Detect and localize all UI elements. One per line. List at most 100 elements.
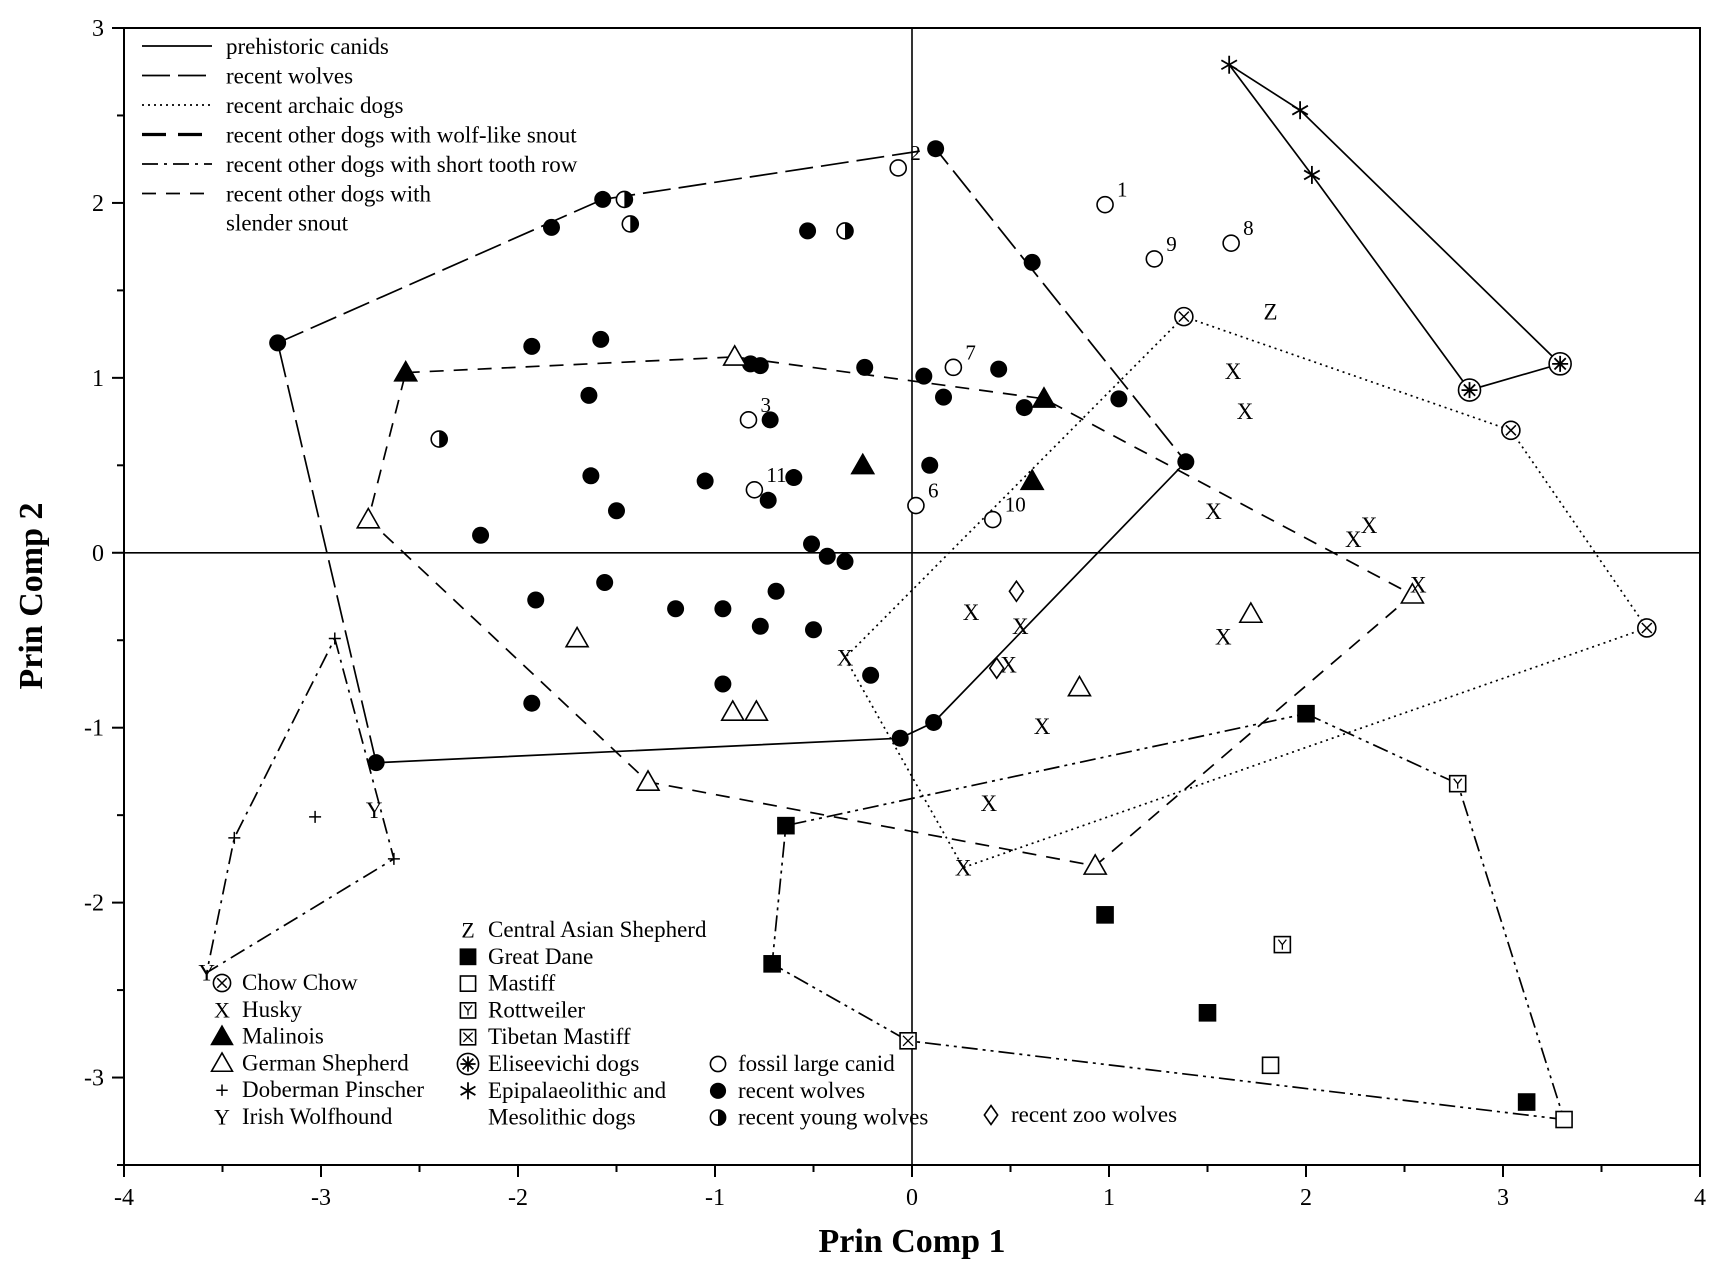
circle-filled-mark	[856, 358, 874, 376]
marker-circle-filled	[472, 526, 490, 544]
legend-marker-label: Chow Chow	[242, 970, 358, 995]
circle-filled-mark	[761, 411, 779, 429]
circle-x-cross	[1641, 622, 1653, 634]
marker-plus	[309, 810, 322, 823]
x-tick-label: 3	[1497, 1185, 1509, 1211]
marker-X: X	[1215, 625, 1232, 650]
letter-mark: X	[1215, 625, 1232, 650]
marker-diamond-open	[983, 1104, 999, 1126]
marker-circle-open	[1222, 234, 1240, 252]
legend-marker-label: Doberman Pinscher	[242, 1077, 424, 1102]
marker-asterisk	[1291, 101, 1309, 120]
marker-circle-filled	[1023, 253, 1041, 271]
marker-X: X	[981, 791, 998, 816]
marker-square-filled	[1198, 1004, 1217, 1022]
y-tick-label: -1	[84, 716, 104, 742]
triangle-mark	[210, 1024, 234, 1046]
plus-mark	[328, 632, 341, 645]
marker-square-x	[459, 1028, 477, 1046]
marker-circle-x	[1501, 420, 1521, 441]
triangle-mark	[1067, 674, 1092, 697]
group-hulls	[205, 63, 1649, 1121]
point-label: 3	[760, 393, 771, 417]
circle-filled-mark	[1177, 453, 1195, 471]
letter-mark: X	[1205, 499, 1222, 524]
circle-half-fill	[439, 431, 448, 448]
marker-Y: Y	[214, 1106, 230, 1130]
marker-diamond-open	[1008, 579, 1025, 603]
circle-filled-mark	[767, 582, 785, 600]
marker-X: X	[1012, 614, 1029, 639]
x-axis-title: Prin Comp 1	[819, 1223, 1006, 1260]
marker-plus	[387, 852, 400, 865]
x-tick-label: 2	[1300, 1185, 1312, 1211]
marker-square-filled	[1297, 704, 1315, 723]
square-mark	[1096, 906, 1114, 924]
marker-Z: Z	[461, 919, 474, 943]
marker-X: X	[1410, 572, 1427, 597]
point-label: 6	[928, 479, 939, 503]
marker-triangle-open	[743, 699, 769, 721]
marker-circle-half	[430, 430, 449, 448]
circle-x-cross	[1505, 424, 1517, 436]
diamond-mark	[983, 1104, 999, 1126]
diamond-mark	[988, 656, 1005, 680]
marker-circle-filled	[990, 360, 1008, 378]
marker-square-y	[1448, 774, 1467, 793]
marker-triangle-open	[355, 506, 381, 529]
circle-filled-mark	[269, 334, 287, 352]
triangle-mark	[720, 699, 746, 721]
point-label: 1	[1117, 178, 1128, 202]
circle-filled-mark	[527, 591, 545, 609]
triangle-mark	[1031, 386, 1057, 408]
triangle-mark	[1082, 853, 1108, 875]
marker-circle-open	[1145, 250, 1164, 268]
marker-triangle-open	[722, 344, 748, 366]
marker-circle-filled	[836, 553, 854, 571]
circle-filled-mark	[891, 729, 909, 747]
square-mark	[1517, 1093, 1536, 1111]
marker-circle-filled	[921, 456, 939, 474]
circle-filled-mark	[935, 388, 953, 406]
legend-marker-label: Mastiff	[488, 971, 556, 996]
marker-circle-filled	[767, 582, 785, 600]
marker-circle-half	[836, 222, 854, 240]
legend-line-label: recent wolves	[226, 64, 353, 89]
marker-circle-filled	[1177, 453, 1195, 471]
marker-circle-open	[907, 496, 925, 515]
letter-mark: X	[1225, 359, 1242, 384]
marker-triangle-open	[1238, 601, 1264, 624]
letter-mark: X	[1345, 527, 1362, 552]
square-mark	[1297, 704, 1315, 723]
circle-open-mark	[1145, 250, 1164, 268]
marker-triangle-open	[720, 699, 746, 721]
square-x-cross	[462, 1032, 474, 1043]
square-mark	[1198, 1004, 1217, 1022]
marker-asterisk	[1220, 55, 1238, 74]
letter-mark: Z	[1264, 299, 1278, 324]
triangle-mark	[564, 625, 590, 648]
triangle-mark	[635, 769, 661, 791]
marker-circle-filled	[580, 386, 598, 404]
marker-circle-filled	[523, 337, 541, 355]
marker-circle-filled	[891, 729, 909, 747]
legend-marker-label: recent zoo wolves	[1011, 1102, 1177, 1127]
marker-square-filled	[1096, 906, 1114, 924]
marker-triangle-filled	[1031, 386, 1057, 408]
legend-marker-label: Rottweiler	[488, 997, 585, 1022]
legend-marker-label: recent young wolves	[738, 1105, 928, 1130]
circle-filled-mark	[785, 469, 803, 487]
letter-mark: Y	[366, 798, 383, 823]
hull-line	[1228, 63, 1562, 392]
marker-square-open	[1261, 1056, 1280, 1075]
circle-half-fill	[845, 222, 854, 239]
marker-circle-filled	[527, 591, 545, 609]
circle-filled-mark	[921, 456, 939, 474]
square-mark	[459, 948, 477, 966]
marker-circle-x	[1637, 618, 1657, 638]
marker-asterisk	[1303, 165, 1321, 184]
circle-filled-mark	[582, 467, 600, 485]
letter-mark: X	[1410, 572, 1427, 597]
marker-circle-filled	[818, 547, 836, 565]
square-mark	[763, 955, 781, 973]
